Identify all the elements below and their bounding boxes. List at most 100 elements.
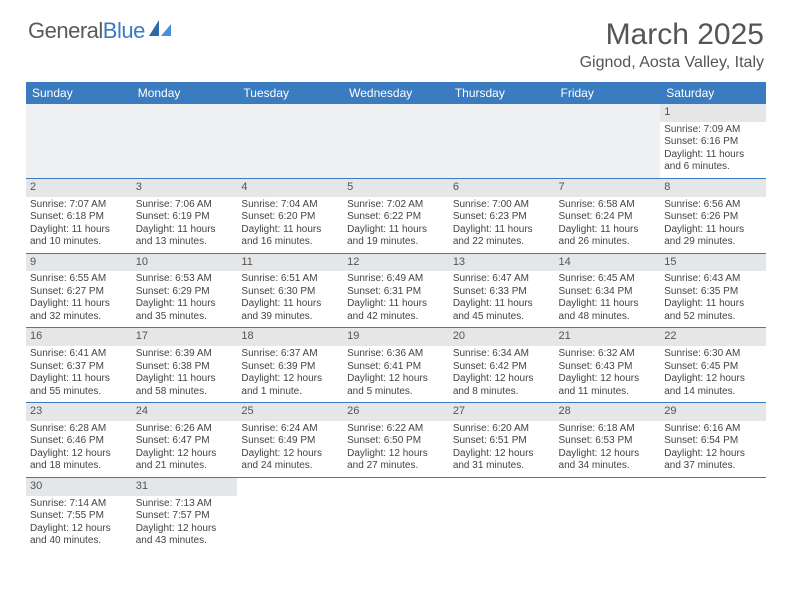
daylight-line: Daylight: 11 hours and 6 minutes. (664, 149, 762, 174)
sunset-line: Sunset: 6:41 PM (347, 361, 445, 374)
day-number: 4 (237, 179, 343, 197)
day-body: Sunrise: 6:24 AMSunset: 6:49 PMDaylight:… (237, 421, 343, 477)
sunrise-line: Sunrise: 6:32 AM (559, 348, 657, 361)
day-cell (343, 104, 449, 178)
day-cell: 9Sunrise: 6:55 AMSunset: 6:27 PMDaylight… (26, 253, 132, 328)
calendar-table: Sunday Monday Tuesday Wednesday Thursday… (26, 82, 766, 552)
day-cell (132, 104, 238, 178)
day-cell: 25Sunrise: 6:24 AMSunset: 6:49 PMDayligh… (237, 403, 343, 478)
sunrise-line: Sunrise: 6:24 AM (241, 423, 339, 436)
sunset-line: Sunset: 7:57 PM (136, 510, 234, 523)
sunrise-line: Sunrise: 6:56 AM (664, 199, 762, 212)
sunrise-line: Sunrise: 7:07 AM (30, 199, 128, 212)
sunrise-line: Sunrise: 6:36 AM (347, 348, 445, 361)
sunrise-line: Sunrise: 7:14 AM (30, 498, 128, 511)
day-number: 23 (26, 403, 132, 421)
day-number: 8 (660, 179, 766, 197)
sunrise-line: Sunrise: 6:22 AM (347, 423, 445, 436)
day-number: 19 (343, 328, 449, 346)
day-number: 27 (449, 403, 555, 421)
dow-row: Sunday Monday Tuesday Wednesday Thursday… (26, 82, 766, 104)
sunrise-line: Sunrise: 6:26 AM (136, 423, 234, 436)
sunrise-line: Sunrise: 7:09 AM (664, 124, 762, 137)
sunrise-line: Sunrise: 7:00 AM (453, 199, 551, 212)
day-cell: 14Sunrise: 6:45 AMSunset: 6:34 PMDayligh… (555, 253, 661, 328)
sunrise-line: Sunrise: 6:34 AM (453, 348, 551, 361)
day-body: Sunrise: 6:43 AMSunset: 6:35 PMDaylight:… (660, 271, 766, 327)
daylight-line: Daylight: 11 hours and 39 minutes. (241, 298, 339, 323)
daylight-line: Daylight: 12 hours and 11 minutes. (559, 373, 657, 398)
day-body: Sunrise: 7:13 AMSunset: 7:57 PMDaylight:… (132, 496, 238, 552)
day-cell: 30Sunrise: 7:14 AMSunset: 7:55 PMDayligh… (26, 477, 132, 551)
day-number: 31 (132, 478, 238, 496)
day-number: 10 (132, 254, 238, 272)
day-cell: 19Sunrise: 6:36 AMSunset: 6:41 PMDayligh… (343, 328, 449, 403)
day-body: Sunrise: 6:26 AMSunset: 6:47 PMDaylight:… (132, 421, 238, 477)
sunrise-line: Sunrise: 7:13 AM (136, 498, 234, 511)
day-body: Sunrise: 6:37 AMSunset: 6:39 PMDaylight:… (237, 346, 343, 402)
sunrise-line: Sunrise: 6:30 AM (664, 348, 762, 361)
day-body: Sunrise: 6:49 AMSunset: 6:31 PMDaylight:… (343, 271, 449, 327)
day-cell: 24Sunrise: 6:26 AMSunset: 6:47 PMDayligh… (132, 403, 238, 478)
sunset-line: Sunset: 6:47 PM (136, 435, 234, 448)
day-number: 24 (132, 403, 238, 421)
week-row: 23Sunrise: 6:28 AMSunset: 6:46 PMDayligh… (26, 403, 766, 478)
day-body: Sunrise: 7:02 AMSunset: 6:22 PMDaylight:… (343, 197, 449, 253)
sunset-line: Sunset: 6:26 PM (664, 211, 762, 224)
sunset-line: Sunset: 6:53 PM (559, 435, 657, 448)
sunset-line: Sunset: 6:24 PM (559, 211, 657, 224)
day-body: Sunrise: 6:53 AMSunset: 6:29 PMDaylight:… (132, 271, 238, 327)
sunset-line: Sunset: 6:49 PM (241, 435, 339, 448)
day-cell: 11Sunrise: 6:51 AMSunset: 6:30 PMDayligh… (237, 253, 343, 328)
day-number: 13 (449, 254, 555, 272)
daylight-line: Daylight: 11 hours and 26 minutes. (559, 224, 657, 249)
daylight-line: Daylight: 12 hours and 14 minutes. (664, 373, 762, 398)
day-body: Sunrise: 6:36 AMSunset: 6:41 PMDaylight:… (343, 346, 449, 402)
day-number: 22 (660, 328, 766, 346)
daylight-line: Daylight: 11 hours and 42 minutes. (347, 298, 445, 323)
day-body: Sunrise: 7:04 AMSunset: 6:20 PMDaylight:… (237, 197, 343, 253)
day-cell: 4Sunrise: 7:04 AMSunset: 6:20 PMDaylight… (237, 178, 343, 253)
sunset-line: Sunset: 6:18 PM (30, 211, 128, 224)
day-number: 28 (555, 403, 661, 421)
week-row: 9Sunrise: 6:55 AMSunset: 6:27 PMDaylight… (26, 253, 766, 328)
dow-sunday: Sunday (26, 82, 132, 104)
sunrise-line: Sunrise: 6:28 AM (30, 423, 128, 436)
dow-wednesday: Wednesday (343, 82, 449, 104)
day-number: 30 (26, 478, 132, 496)
daylight-line: Daylight: 11 hours and 45 minutes. (453, 298, 551, 323)
sunrise-line: Sunrise: 6:58 AM (559, 199, 657, 212)
day-body: Sunrise: 7:09 AMSunset: 6:16 PMDaylight:… (660, 122, 766, 178)
day-body: Sunrise: 7:14 AMSunset: 7:55 PMDaylight:… (26, 496, 132, 552)
day-number: 6 (449, 179, 555, 197)
day-body: Sunrise: 6:45 AMSunset: 6:34 PMDaylight:… (555, 271, 661, 327)
sunset-line: Sunset: 6:42 PM (453, 361, 551, 374)
dow-thursday: Thursday (449, 82, 555, 104)
day-body: Sunrise: 6:32 AMSunset: 6:43 PMDaylight:… (555, 346, 661, 402)
day-cell: 22 Sunrise: 6:30 AMSunset: 6:45 PMDayligh… (660, 328, 766, 403)
day-cell (237, 104, 343, 178)
day-cell: 16Sunrise: 6:41 AMSunset: 6:37 PMDayligh… (26, 328, 132, 403)
sunset-line: Sunset: 6:45 PM (664, 361, 762, 374)
sunset-line: Sunset: 6:39 PM (241, 361, 339, 374)
sunset-line: Sunset: 6:30 PM (241, 286, 339, 299)
day-number: 29 (660, 403, 766, 421)
daylight-line: Daylight: 12 hours and 18 minutes. (30, 448, 128, 473)
daylight-line: Daylight: 11 hours and 48 minutes. (559, 298, 657, 323)
daylight-line: Daylight: 12 hours and 34 minutes. (559, 448, 657, 473)
sunrise-line: Sunrise: 6:55 AM (30, 273, 128, 286)
daylight-line: Daylight: 11 hours and 13 minutes. (136, 224, 234, 249)
sunset-line: Sunset: 6:29 PM (136, 286, 234, 299)
day-number: 14 (555, 254, 661, 272)
dow-saturday: Saturday (660, 82, 766, 104)
sunrise-line: Sunrise: 6:53 AM (136, 273, 234, 286)
sunset-line: Sunset: 6:23 PM (453, 211, 551, 224)
sunrise-line: Sunrise: 7:04 AM (241, 199, 339, 212)
day-body: Sunrise: 6:51 AMSunset: 6:30 PMDaylight:… (237, 271, 343, 327)
dow-friday: Friday (555, 82, 661, 104)
day-cell: 28Sunrise: 6:18 AMSunset: 6:53 PMDayligh… (555, 403, 661, 478)
day-cell (555, 477, 661, 551)
day-cell: 17Sunrise: 6:39 AMSunset: 6:38 PMDayligh… (132, 328, 238, 403)
brand-logo: GeneralBlue (28, 18, 173, 44)
day-cell: 13Sunrise: 6:47 AMSunset: 6:33 PMDayligh… (449, 253, 555, 328)
